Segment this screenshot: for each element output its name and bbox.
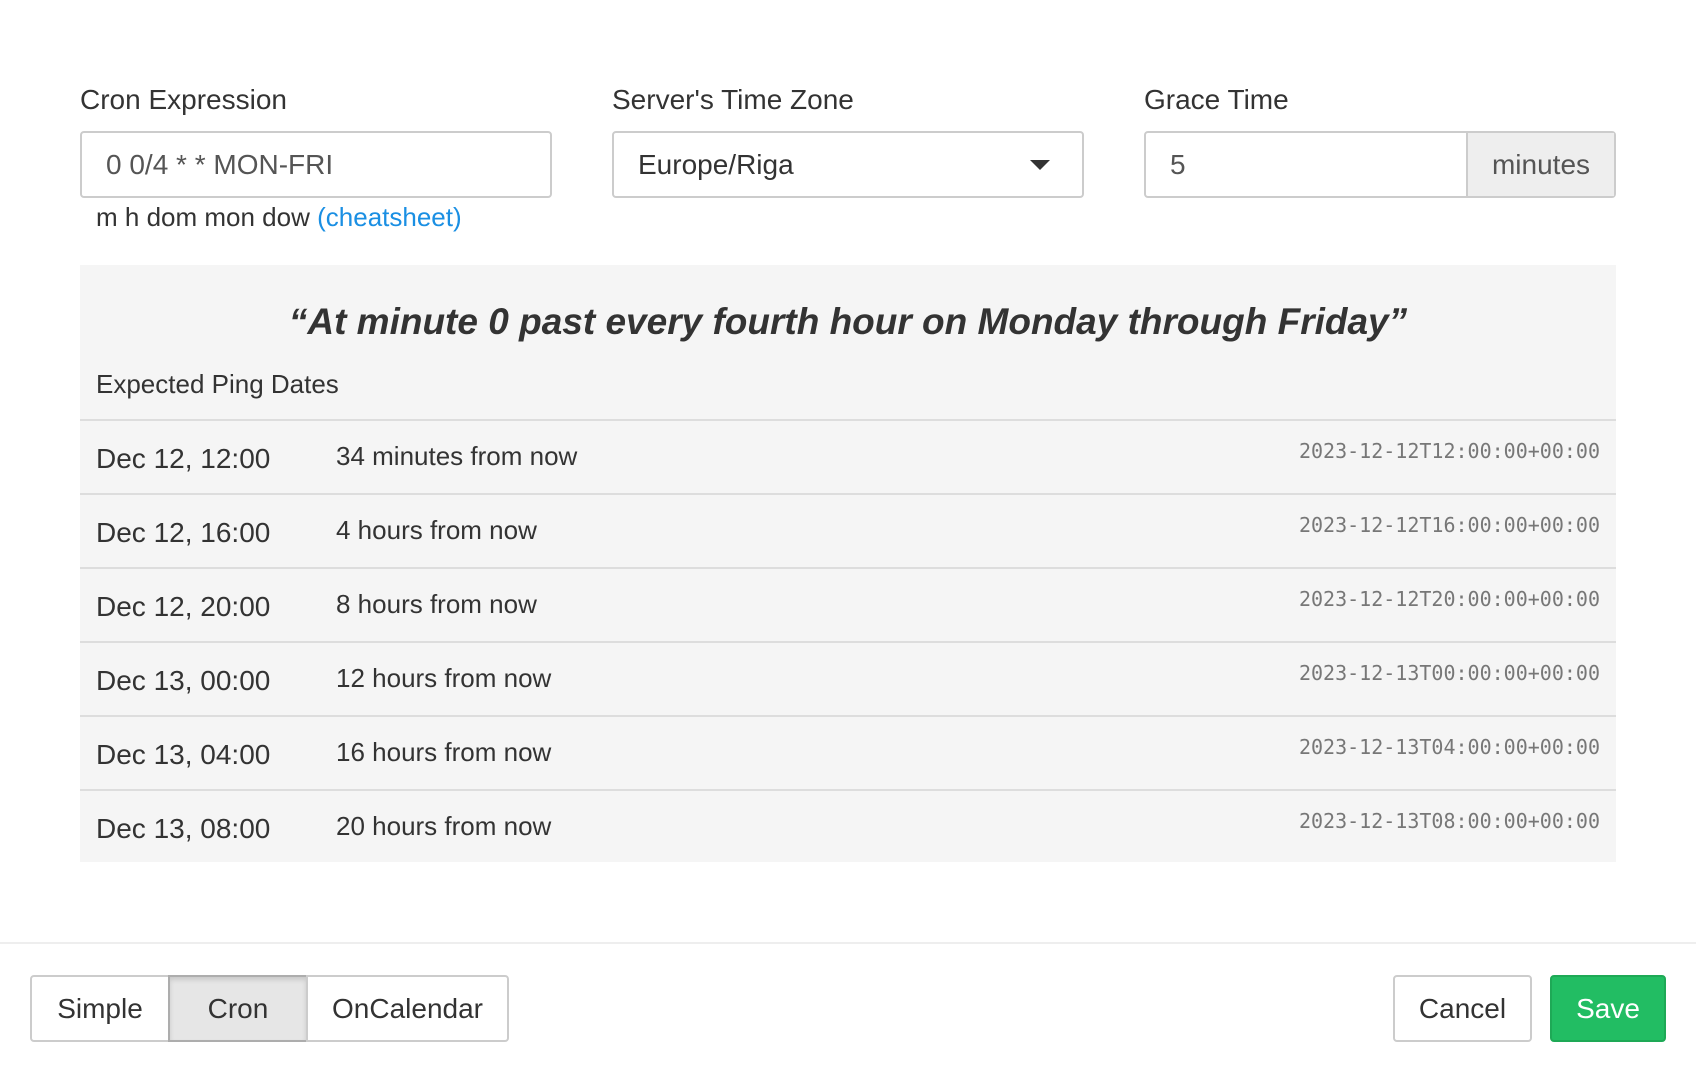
ping-date: Dec 13, 08:00	[96, 813, 271, 844]
ping-relative: 16 hours from now	[336, 737, 552, 767]
ping-date-row: Dec 13, 00:00 12 hours from now 2023-12-13…	[80, 641, 1616, 715]
ping-iso: 2023-12-12T20:00:00+00:00	[1298, 587, 1600, 611]
mode-cron-button[interactable]: Cron	[168, 975, 308, 1042]
grace-time-input[interactable]: 5	[1170, 148, 1186, 180]
cancel-button[interactable]: Cancel	[1393, 975, 1532, 1042]
ping-iso: 2023-12-13T08:00:00+00:00	[1298, 809, 1600, 833]
ping-date: Dec 12, 20:00	[96, 591, 271, 622]
ping-iso: 2023-12-12T12:00:00+00:00	[1298, 439, 1600, 463]
schedule-preview: “At minute 0 past every fourth hour on M…	[80, 265, 1616, 862]
grace-label: Grace Time	[1144, 84, 1289, 115]
chevron-down-icon	[1030, 160, 1050, 170]
ping-date-row: Dec 12, 12:00 34 minutes from now 2023-12-…	[80, 419, 1616, 493]
timezone-value: Europe/Riga	[638, 148, 794, 180]
ping-relative: 8 hours from now	[336, 589, 537, 619]
ping-date-row: Dec 13, 04:00 16 hours from now 2023-12-13…	[80, 715, 1616, 789]
ping-date: Dec 13, 00:00	[96, 665, 271, 696]
cron-expression-input[interactable]: 0 0/4 * * MON-FRI	[80, 131, 552, 198]
expected-ping-heading: Expected Ping Dates	[96, 369, 339, 399]
grace-unit: minutes	[1466, 133, 1614, 196]
ping-relative: 34 minutes from now	[336, 441, 578, 471]
ping-date-row: Dec 12, 20:00 8 hours from now 2023-12-12T…	[80, 567, 1616, 641]
ping-relative: 12 hours from now	[336, 663, 552, 693]
grace-time-group: 5 minutes	[1144, 131, 1616, 198]
ping-date-row: Dec 12, 16:00 4 hours from now 2023-12-12T…	[80, 493, 1616, 567]
ping-iso: 2023-12-12T16:00:00+00:00	[1298, 513, 1600, 537]
ping-date: Dec 13, 04:00	[96, 739, 271, 770]
ping-iso: 2023-12-13T04:00:00+00:00	[1298, 735, 1600, 759]
timezone-label: Server's Time Zone	[612, 84, 854, 115]
ping-iso: 2023-12-13T00:00:00+00:00	[1298, 661, 1600, 685]
ping-date: Dec 12, 16:00	[96, 517, 271, 548]
cron-description: “At minute 0 past every fourth hour on M…	[288, 301, 1408, 342]
ping-relative: 20 hours from now	[336, 811, 552, 841]
mode-simple-button[interactable]: Simple	[30, 975, 170, 1042]
ping-relative: 4 hours from now	[336, 515, 537, 545]
mode-oncalendar-button[interactable]: OnCalendar	[306, 975, 509, 1042]
ping-date: Dec 12, 12:00	[96, 443, 271, 474]
cron-help: m h dom mon dow (cheatsheet)	[96, 202, 462, 233]
footer-divider	[0, 942, 1696, 944]
timezone-select[interactable]: Europe/Riga	[612, 131, 1084, 198]
ping-date-row: Dec 13, 08:00 20 hours from now 2023-12-13…	[80, 789, 1616, 863]
cron-format-hint: m h dom mon dow	[96, 202, 310, 232]
cheatsheet-link[interactable]: (cheatsheet)	[317, 202, 462, 232]
cron-label: Cron Expression	[80, 84, 287, 115]
save-button[interactable]: Save	[1550, 975, 1666, 1042]
